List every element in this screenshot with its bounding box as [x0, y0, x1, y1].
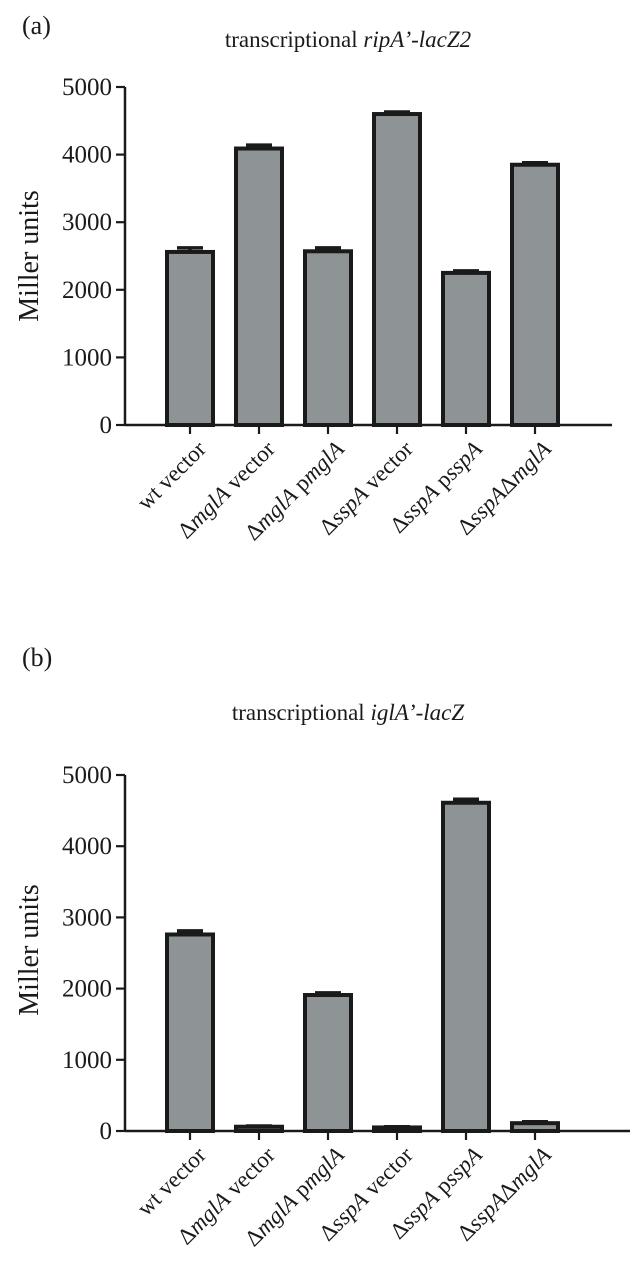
- chart-panel-a: (a) transcriptional ripA’-lacZ2 Miller uni…: [14, 11, 612, 545]
- bar-a-2: [303, 249, 353, 427]
- bar-a-0: [165, 249, 215, 427]
- bar-a-5: [510, 162, 560, 428]
- y-tick-label-a-2000: 2000: [62, 277, 112, 304]
- panel-label-b: (b): [22, 643, 52, 672]
- chart-b-svg: (b) transcriptional iglA’-lacZ Miller unit…: [14, 643, 630, 1251]
- y-tick-label-b-0: 0: [100, 1118, 113, 1145]
- y-tick-label-b-1000: 1000: [62, 1047, 112, 1074]
- y-tick-label-b-4000: 4000: [62, 833, 112, 860]
- chart-a-svg: (a) transcriptional ripA’-lacZ2 Miller uni…: [14, 11, 612, 545]
- bar-a-1: [234, 146, 284, 428]
- y-tick-label-a-4000: 4000: [62, 142, 112, 169]
- bar-b-4: [441, 800, 491, 1133]
- y-axis-label-b: Miller units: [14, 884, 45, 1015]
- y-tick-label-b-2000: 2000: [62, 976, 112, 1003]
- y-tick-label-b-5000: 5000: [62, 762, 112, 789]
- bar-b-5: [510, 1121, 560, 1133]
- y-axis-label-a: Miller units: [14, 190, 45, 321]
- y-tick-label-a-3000: 3000: [62, 209, 112, 236]
- chart-panel-b: (b) transcriptional iglA’-lacZ Miller unit…: [0, 634, 638, 1268]
- panel-label-a: (a): [22, 11, 51, 40]
- y-tick-label-a-1000: 1000: [62, 344, 112, 371]
- chart-title-b: transcriptional iglA’-lacZ: [232, 700, 465, 725]
- bar-b-2: [303, 993, 353, 1133]
- bar-a-3: [372, 112, 422, 427]
- y-tick-label-a-0: 0: [100, 412, 113, 439]
- y-tick-label-b-3000: 3000: [62, 904, 112, 931]
- bar-b-0: [165, 932, 215, 1133]
- chart-title-a: transcriptional ripA’-lacZ2: [225, 27, 471, 52]
- y-tick-label-a-5000: 5000: [62, 74, 112, 101]
- bar-a-4: [441, 270, 491, 427]
